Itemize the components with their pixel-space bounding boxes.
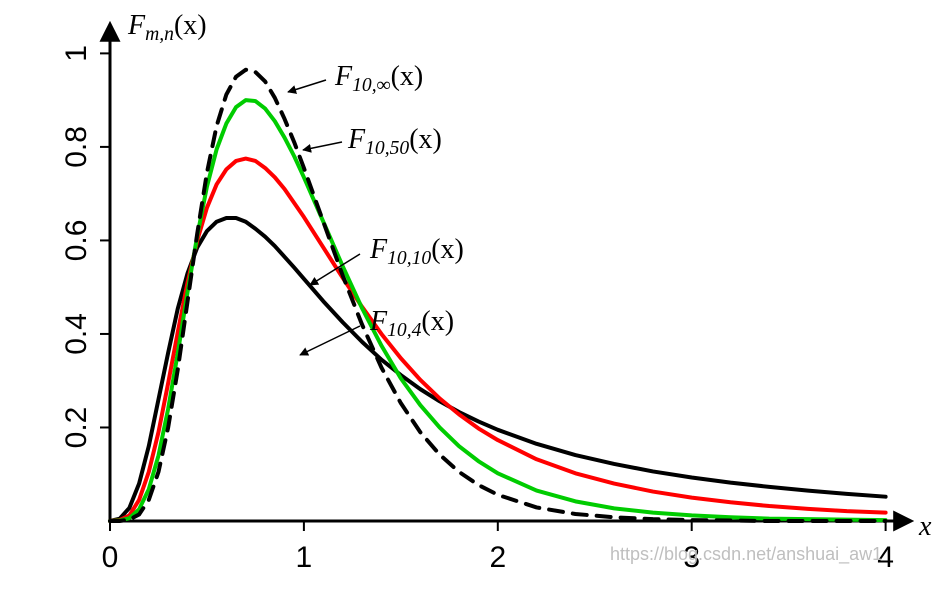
x-tick-label: 0: [102, 541, 119, 574]
f-distribution-chart: 012340.20.40.60.81Fm,n(x)xF10,4(x)F10,10…: [0, 0, 945, 601]
y-tick-label: 0.4: [60, 313, 93, 355]
y-tick-label: 1: [60, 45, 93, 62]
y-tick-label: 0.2: [60, 407, 93, 449]
x-axis-title: x: [918, 511, 932, 542]
watermark: https://blog.csdn.net/anshuai_aw1: [610, 544, 882, 565]
y-tick-label: 0.8: [60, 126, 93, 168]
x-tick-label: 1: [296, 541, 313, 574]
x-tick-label: 2: [489, 541, 506, 574]
y-tick-label: 0.6: [60, 220, 93, 262]
